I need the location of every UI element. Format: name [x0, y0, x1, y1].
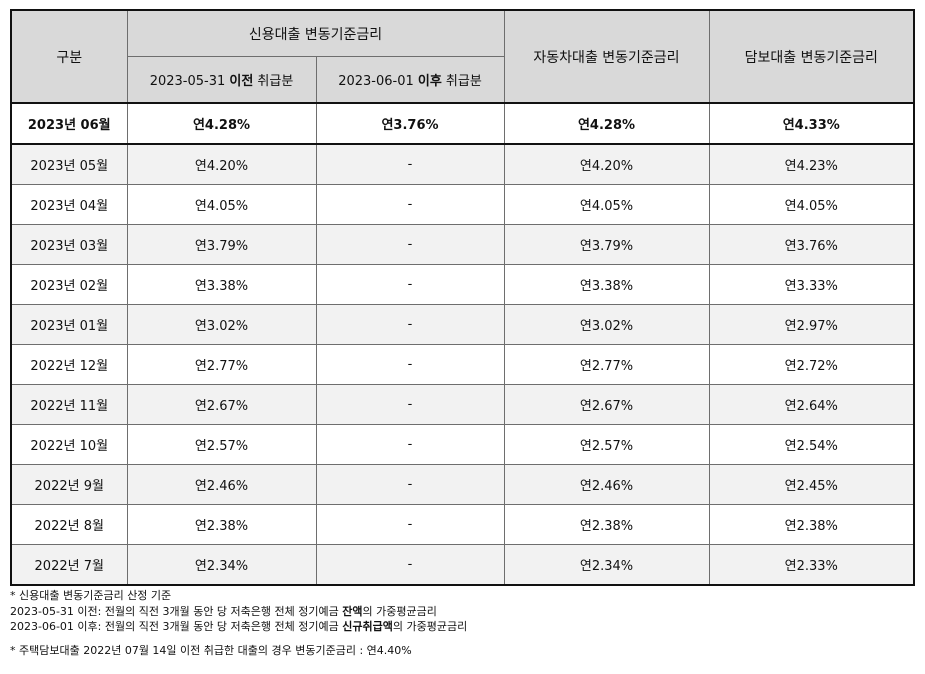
header-secured-loan: 담보대출 변동기준금리	[708, 9, 915, 104]
cell-auto: 연4.28%	[503, 102, 710, 145]
cell-auto: 연2.38%	[503, 504, 710, 545]
cell-before: 연2.77%	[126, 344, 317, 385]
cell-secured: 연2.38%	[708, 504, 915, 545]
cell-auto: 연3.02%	[503, 304, 710, 345]
table-row: 2023년 06월 연4.28% 연3.76% 연4.28% 연4.33%	[10, 102, 915, 145]
cell-after: -	[315, 184, 505, 225]
note-line-2: 2023-05-31 이전: 전월의 직전 3개월 동안 당 저축은행 전체 정…	[10, 604, 437, 618]
cell-auto: 연2.77%	[503, 344, 710, 385]
cell-secured: 연4.23%	[708, 143, 915, 185]
note-line-3: 2023-06-01 이후: 전월의 직전 3개월 동안 당 저축은행 전체 정…	[10, 620, 468, 633]
cell-after: -	[315, 424, 505, 465]
cell-month: 2022년 9월	[10, 464, 128, 505]
table-row: 2023년 05월 연4.20% - 연4.20% 연4.23%	[10, 143, 915, 185]
cell-auto: 연4.05%	[503, 184, 710, 225]
table-row: 2022년 8월 연2.38% - 연2.38% 연2.38%	[10, 504, 915, 545]
cell-auto: 연3.79%	[503, 224, 710, 265]
table-row: 2022년 12월 연2.77% - 연2.77% 연2.72%	[10, 344, 915, 385]
cell-secured: 연4.33%	[708, 102, 915, 145]
cell-month: 2022년 12월	[10, 344, 128, 385]
table-row: 2022년 9월 연2.46% - 연2.46% 연2.45%	[10, 464, 915, 505]
cell-month: 2023년 05월	[10, 143, 128, 185]
cell-month: 2022년 8월	[10, 504, 128, 545]
footnotes: * 신용대출 변동기준금리 산정 기준 2023-05-31 이전: 전월의 직…	[10, 588, 467, 658]
cell-secured: 연2.54%	[708, 424, 915, 465]
table-row: 2023년 02월 연3.38% - 연3.38% 연3.33%	[10, 264, 915, 305]
cell-after: -	[315, 464, 505, 505]
cell-auto: 연2.67%	[503, 384, 710, 425]
note-line-4: * 주택담보대출 2022년 07월 14일 이전 취급한 대출의 경우 변동기…	[10, 643, 412, 657]
cell-before: 연3.38%	[126, 264, 317, 305]
rate-table-container: 구분 신용대출 변동기준금리 자동차대출 변동기준금리 담보대출 변동기준금리 …	[10, 9, 915, 586]
cell-month: 2022년 10월	[10, 424, 128, 465]
cell-auto: 연2.46%	[503, 464, 710, 505]
cell-after: -	[315, 344, 505, 385]
cell-month: 2023년 04월	[10, 184, 128, 225]
table-row: 2023년 01월 연3.02% - 연3.02% 연2.97%	[10, 304, 915, 345]
cell-month: 2023년 03월	[10, 224, 128, 265]
table-row: 2022년 11월 연2.67% - 연2.67% 연2.64%	[10, 384, 915, 425]
cell-secured: 연2.72%	[708, 344, 915, 385]
cell-before: 연4.20%	[126, 143, 317, 185]
cell-secured: 연3.33%	[708, 264, 915, 305]
table-row: 2022년 7월 연2.34% - 연2.34% 연2.33%	[10, 544, 915, 586]
cell-before: 연2.38%	[126, 504, 317, 545]
rate-table: 구분 신용대출 변동기준금리 자동차대출 변동기준금리 담보대출 변동기준금리 …	[10, 9, 915, 586]
cell-auto: 연2.34%	[503, 544, 710, 586]
cell-before: 연3.79%	[126, 224, 317, 265]
cell-secured: 연2.33%	[708, 544, 915, 586]
cell-after: -	[315, 264, 505, 305]
cell-before: 연4.28%	[126, 102, 317, 145]
header-before-0531: 2023-05-31 이전 취급분	[126, 56, 317, 104]
table-row: 2022년 10월 연2.57% - 연2.57% 연2.54%	[10, 424, 915, 465]
cell-after: -	[315, 544, 505, 586]
note-line-1: * 신용대출 변동기준금리 산정 기준	[10, 589, 172, 602]
cell-before: 연4.05%	[126, 184, 317, 225]
header-credit-loan: 신용대출 변동기준금리	[126, 9, 505, 57]
table-header: 구분 신용대출 변동기준금리 자동차대출 변동기준금리 담보대출 변동기준금리 …	[10, 9, 915, 104]
header-after-0601: 2023-06-01 이후 취급분	[315, 56, 505, 104]
cell-auto: 연3.38%	[503, 264, 710, 305]
cell-month: 2022년 7월	[10, 544, 128, 586]
cell-before: 연2.57%	[126, 424, 317, 465]
cell-secured: 연2.45%	[708, 464, 915, 505]
cell-before: 연2.67%	[126, 384, 317, 425]
cell-before: 연3.02%	[126, 304, 317, 345]
table-row: 2023년 03월 연3.79% - 연3.79% 연3.76%	[10, 224, 915, 265]
cell-after: -	[315, 224, 505, 265]
cell-after: -	[315, 384, 505, 425]
cell-before: 연2.46%	[126, 464, 317, 505]
table-row: 2023년 04월 연4.05% - 연4.05% 연4.05%	[10, 184, 915, 225]
cell-month: 2023년 06월	[10, 102, 128, 145]
cell-after: -	[315, 143, 505, 185]
cell-month: 2023년 02월	[10, 264, 128, 305]
cell-month: 2023년 01월	[10, 304, 128, 345]
cell-before: 연2.34%	[126, 544, 317, 586]
cell-after: 연3.76%	[315, 102, 505, 145]
cell-month: 2022년 11월	[10, 384, 128, 425]
cell-after: -	[315, 504, 505, 545]
cell-auto: 연4.20%	[503, 143, 710, 185]
cell-auto: 연2.57%	[503, 424, 710, 465]
header-auto-loan: 자동차대출 변동기준금리	[503, 9, 710, 104]
header-category: 구분	[10, 9, 128, 104]
cell-secured: 연4.05%	[708, 184, 915, 225]
table-body: 2023년 06월 연4.28% 연3.76% 연4.28% 연4.33% 2023년 0…	[10, 102, 915, 586]
cell-secured: 연2.97%	[708, 304, 915, 345]
cell-secured: 연2.64%	[708, 384, 915, 425]
cell-after: -	[315, 304, 505, 345]
cell-secured: 연3.76%	[708, 224, 915, 265]
